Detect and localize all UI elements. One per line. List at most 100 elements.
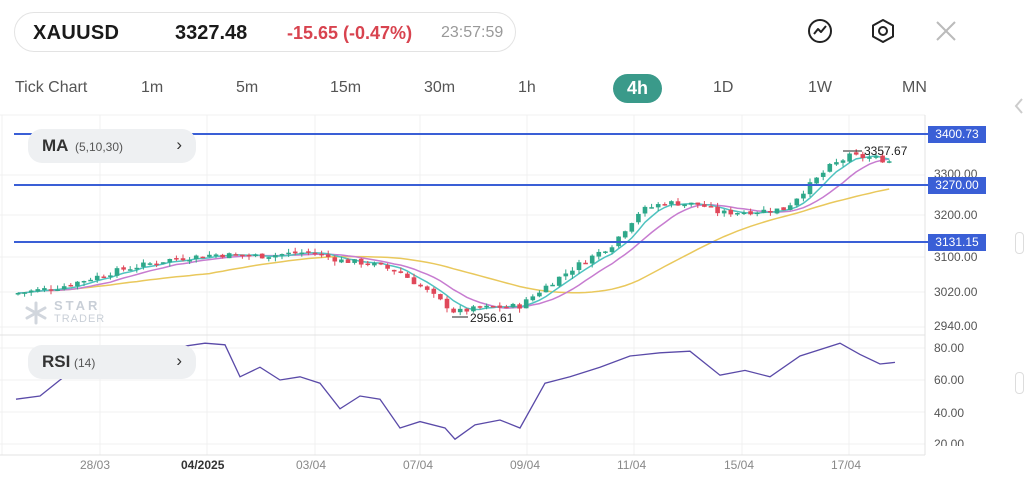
y-label: 3200.00: [934, 208, 978, 222]
candle-body: [853, 152, 859, 155]
candle-body: [655, 204, 661, 208]
candle-body: [471, 306, 476, 312]
symbol-header[interactable]: XAUUSD 3327.48 -15.65 (-0.47%) 23:57:59: [14, 12, 516, 52]
candle-body: [695, 202, 701, 205]
candle-body: [860, 154, 866, 158]
tab-tick-chart[interactable]: Tick Chart: [15, 79, 88, 96]
candle-body: [787, 205, 793, 210]
candle-body: [715, 206, 720, 214]
watermark-line1: STAR: [54, 298, 101, 313]
candle-body: [662, 204, 668, 206]
candle-body: [273, 255, 278, 258]
hexagon-settings-icon[interactable]: [870, 18, 896, 44]
candle-body: [339, 259, 344, 263]
candle-body: [187, 260, 192, 262]
tab-4h[interactable]: 4h: [613, 74, 663, 103]
chevron-right-icon: ›: [176, 135, 182, 154]
candle-body: [365, 263, 371, 266]
tab-1h[interactable]: 1h: [518, 79, 536, 96]
chevron-right-icon: ›: [176, 351, 182, 370]
rsi-name: RSI: [42, 352, 71, 371]
ma30-line: [17, 188, 890, 294]
candle-body: [669, 201, 674, 205]
candle-body: [603, 251, 608, 253]
candle-body: [391, 269, 397, 272]
rsi-y-label: 40.00: [934, 406, 965, 420]
candle-body: [431, 288, 437, 294]
tab-1w[interactable]: 1W: [808, 79, 832, 96]
tab-mn[interactable]: MN: [902, 79, 927, 96]
tab-5m[interactable]: 5m: [236, 79, 259, 96]
candle-body: [378, 262, 384, 265]
rsi-indicator-pill[interactable]: RSI (14) ›: [28, 345, 196, 379]
candle-body: [886, 161, 892, 163]
candle-body: [708, 206, 714, 208]
tab-30m[interactable]: 30m: [424, 79, 456, 96]
candle-body: [510, 303, 516, 308]
candle-body: [583, 262, 588, 265]
x-label: 07/04: [403, 458, 434, 472]
candle-body: [880, 155, 885, 163]
candle-body: [801, 193, 806, 199]
candle-body: [240, 254, 245, 257]
chevron-left-icon[interactable]: [1012, 95, 1024, 117]
candle-body: [682, 204, 687, 207]
tab-1d[interactable]: 1D: [713, 79, 734, 96]
candle-body: [167, 258, 173, 263]
close-icon[interactable]: [933, 18, 959, 44]
y-label: 3020.00: [934, 285, 978, 299]
candle-body: [134, 267, 140, 270]
candle-body: [754, 212, 760, 215]
candle-body: [193, 255, 199, 260]
candle-body: [497, 305, 503, 308]
candle-body: [259, 253, 265, 259]
price-change: -15.65 (-0.47%): [287, 23, 413, 43]
candle-body: [207, 254, 212, 257]
ma10-line: [17, 158, 890, 309]
high-annotation: 3357.67: [864, 144, 908, 158]
watermark-line2: TRADER: [54, 313, 106, 325]
last-update-time: 23:57:59: [441, 24, 504, 41]
candle-body: [834, 162, 839, 165]
level-tag: 3270.00: [928, 177, 986, 194]
candle-body: [398, 271, 404, 273]
candle-body: [814, 177, 819, 184]
candle-body: [530, 296, 536, 301]
candle-body: [840, 160, 846, 163]
scroll-handle[interactable]: [1015, 372, 1024, 394]
candle-body: [101, 276, 107, 279]
tab-1m[interactable]: 1m: [141, 79, 164, 96]
candle-body: [213, 254, 219, 256]
candle-body: [464, 308, 470, 312]
candle-body: [141, 262, 146, 267]
candle-body: [741, 212, 747, 215]
candle-body: [220, 254, 225, 258]
candle-body: [702, 204, 707, 207]
ma-params: (5,10,30): [75, 140, 124, 154]
chart-line-icon[interactable]: [807, 18, 833, 44]
candle-body: [622, 231, 628, 238]
rsi-y-label: 20.00: [934, 437, 965, 446]
candle-body: [35, 289, 41, 292]
candle-body: [88, 279, 93, 282]
ma5-line: [17, 155, 890, 311]
tab-15m[interactable]: 15m: [330, 79, 362, 96]
ma-indicator-pill[interactable]: MA (5,10,30) ›: [28, 129, 196, 163]
candle-body: [154, 263, 159, 266]
candle-body: [543, 285, 549, 293]
candle-body: [174, 258, 179, 260]
candle-body: [596, 251, 602, 257]
candle-body: [48, 289, 54, 291]
candle-body: [873, 156, 879, 158]
candle-body: [299, 252, 305, 255]
candle-body: [332, 257, 338, 262]
candle-body: [372, 262, 377, 266]
candle-body: [490, 306, 496, 308]
symbol-name: XAUUSD: [33, 22, 120, 44]
candle-body: [563, 273, 569, 277]
candle-body: [820, 172, 826, 177]
candle-body: [147, 263, 153, 265]
candle-body: [748, 211, 753, 215]
scroll-handle[interactable]: [1015, 232, 1024, 254]
